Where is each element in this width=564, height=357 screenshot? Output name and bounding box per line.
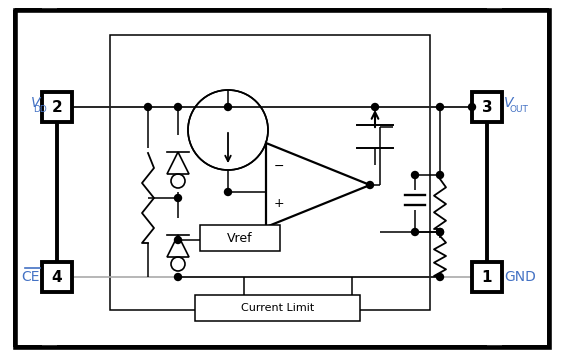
Circle shape (437, 171, 443, 178)
Text: OUT: OUT (510, 105, 529, 114)
Bar (472, 262, 502, 292)
Circle shape (174, 104, 182, 111)
Circle shape (224, 188, 231, 196)
Text: +: + (274, 197, 285, 210)
Text: Vref: Vref (227, 231, 253, 245)
Text: 1: 1 (482, 270, 492, 285)
Circle shape (469, 104, 475, 111)
Text: DD: DD (33, 105, 47, 114)
Circle shape (437, 273, 443, 281)
Text: GND: GND (504, 270, 536, 284)
Circle shape (174, 195, 182, 201)
Circle shape (174, 273, 182, 281)
Text: 2: 2 (52, 100, 63, 115)
Circle shape (174, 236, 182, 243)
Circle shape (437, 228, 443, 236)
Text: CE: CE (21, 270, 40, 284)
Circle shape (224, 104, 231, 111)
Text: 4: 4 (52, 270, 62, 285)
Circle shape (412, 228, 418, 236)
Circle shape (412, 171, 418, 178)
Circle shape (144, 104, 152, 111)
Bar (195, 295, 360, 321)
Circle shape (437, 104, 443, 111)
Text: Current Limit: Current Limit (241, 303, 314, 313)
Bar (472, 92, 502, 122)
Text: 3: 3 (482, 100, 492, 115)
Bar (200, 225, 280, 251)
Bar (42, 92, 72, 122)
Circle shape (367, 181, 373, 188)
Text: V: V (30, 96, 40, 110)
Text: −: − (274, 160, 284, 172)
Text: V: V (504, 96, 513, 110)
Circle shape (437, 228, 443, 236)
Bar (110, 35, 430, 310)
Circle shape (372, 104, 378, 111)
Bar (42, 262, 72, 292)
